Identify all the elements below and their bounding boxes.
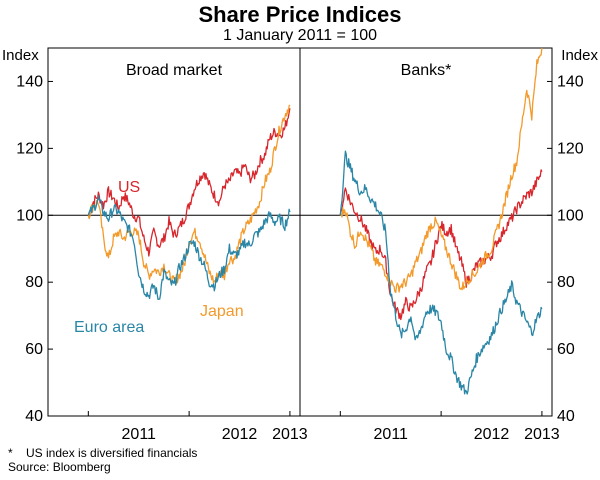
footnote-source: Source: Bloomberg — [8, 460, 111, 474]
footnote-banks: * US index is diversified financials — [8, 446, 197, 460]
y-tick-label-left-2: 80 — [25, 274, 43, 291]
y-tick-label-left-3: 100 — [16, 207, 43, 224]
y-tick-label-right-1: 60 — [557, 341, 575, 358]
y-tick-label-left-5: 140 — [16, 73, 43, 90]
x-tick-label-p1-1: 2012 — [474, 426, 510, 443]
x-tick-label-p0-1: 2012 — [222, 426, 258, 443]
x-tick-label-p1-0: 2011 — [374, 426, 409, 443]
y-tick-label-left-0: 40 — [25, 408, 43, 425]
panel-title-0: Broad market — [126, 62, 223, 79]
series-line-euro-area-p0 — [87, 195, 291, 301]
x-tick-label-p0-0: 2011 — [122, 426, 157, 443]
series-label-japan: Japan — [200, 303, 244, 320]
y-tick-label-right-2: 80 — [557, 274, 575, 291]
chart-title: Share Price Indices — [199, 2, 402, 27]
y-tick-label-right-3: 100 — [557, 207, 584, 224]
y-unit-left: Index — [2, 47, 39, 64]
series-line-us-p0 — [87, 108, 291, 257]
y-tick-label-left-4: 120 — [16, 140, 43, 157]
y-tick-label-right-4: 120 — [557, 140, 584, 157]
x-tick-label-p0-2: 2013 — [272, 426, 308, 443]
y-tick-label-left-1: 60 — [25, 341, 43, 358]
x-tick-label-p1-2: 2013 — [524, 426, 560, 443]
y-tick-label-right-5: 140 — [557, 73, 584, 90]
series-label-us: US — [118, 179, 140, 196]
chart-subtitle: 1 January 2011 = 100 — [223, 27, 377, 44]
plot-area: 40 40 60 60 80 80 100 100 120 120 140 140 Broad mark… — [16, 47, 584, 443]
series-line-us-p1 — [339, 169, 543, 321]
series-line-euro-area-p1 — [339, 150, 543, 395]
panel-title-1: Banks* — [401, 62, 452, 79]
y-unit-right: Index — [561, 47, 598, 64]
series-label-euro-area: Euro area — [74, 319, 144, 336]
series-line-japan-p1 — [339, 47, 543, 293]
y-tick-label-right-0: 40 — [557, 408, 575, 425]
